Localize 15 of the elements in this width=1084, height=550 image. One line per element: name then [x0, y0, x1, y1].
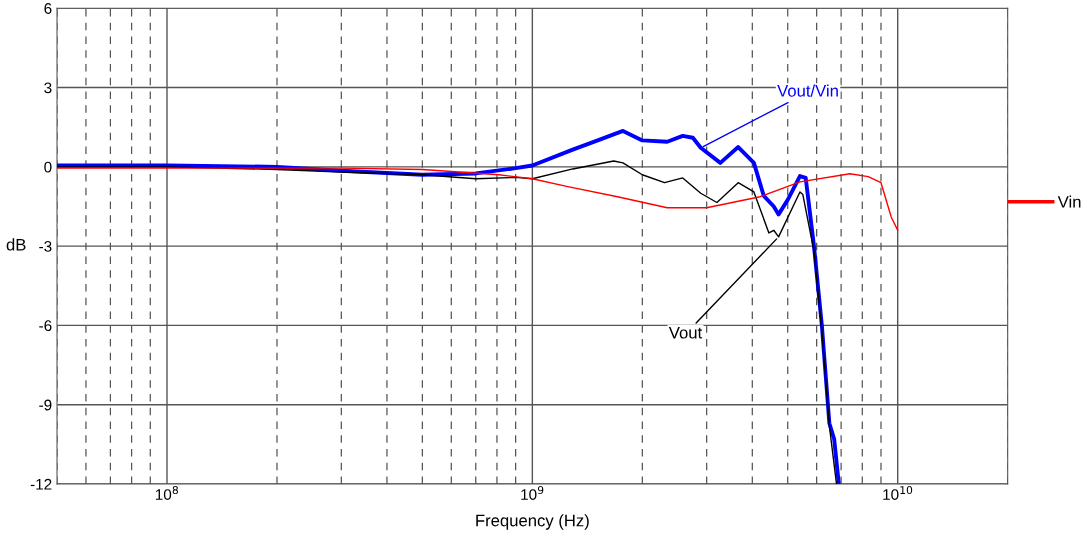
- y-tick-label: -9: [39, 399, 52, 411]
- legend-label: Vin: [1057, 195, 1081, 208]
- y-tick-label: -3: [39, 240, 52, 252]
- y-tick-label: 3: [44, 82, 52, 94]
- y-tick-label: -6: [39, 320, 52, 332]
- x-axis-title: Frequency (Hz): [476, 514, 589, 530]
- y-tick-label: -12: [30, 478, 52, 490]
- text: Vout: [668, 326, 703, 339]
- x-tick-label: 10$^{8}$: [155, 486, 178, 500]
- y-tick-label: 0: [44, 161, 52, 173]
- y-axis-title: dB: [6, 238, 26, 251]
- x-tick-label: 10$^{9}$: [521, 486, 544, 500]
- x-tick-label: 10$^{10}$: [883, 486, 913, 500]
- text: Vout/Vin: [777, 84, 838, 97]
- y-tick-label: 6: [44, 3, 52, 14]
